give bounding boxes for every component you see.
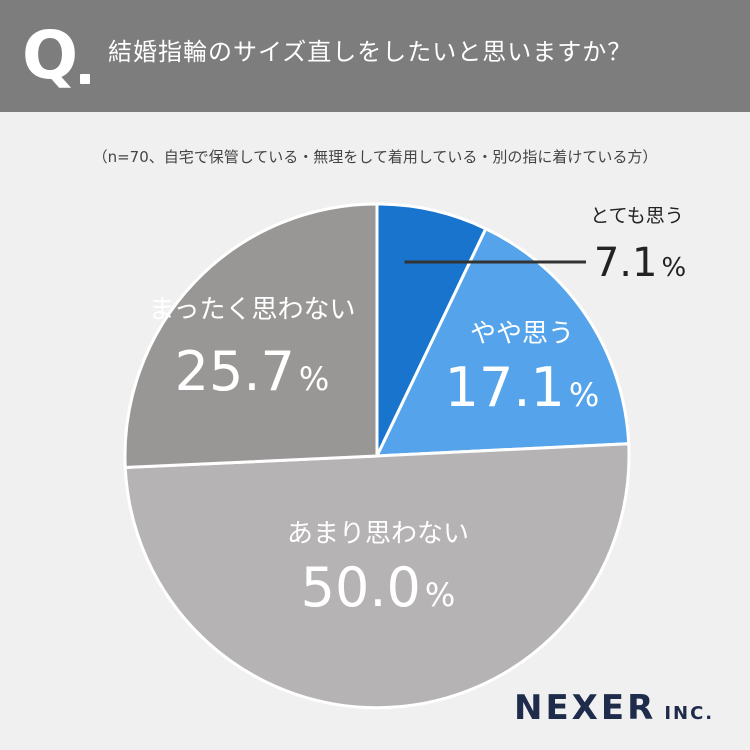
q-mark: Q [22,17,78,94]
sample-note: （n=70、自宅で保管している・無理をして着用している・別の指に着けている方） [92,148,658,166]
slice-somewhat-agree [374,226,631,458]
question-text: 結婚指輪のサイズ直しをしたいと思いますか？ [108,38,633,66]
label-not-much: あまり思わない [287,519,469,549]
slice-not-much [123,442,631,710]
value-not-much: 50.0% [301,556,456,619]
value-strongly-agree: 7.1% [594,240,686,286]
header-bar: Q 結婚指輪のサイズ直しをしたいと思いますか？ [0,0,750,112]
label-somewhat-agree: やや思う [470,319,574,349]
brand-suffix: INC. [664,703,715,724]
brand-logo: NEXER INC. [514,686,714,736]
value-not-at-all: 25.7% [175,340,330,403]
value-somewhat-agree: 17.1% [445,356,600,419]
slice-strongly-agree [375,202,488,457]
label-not-at-all: まったく思わない [149,295,356,325]
q-dot [80,74,90,84]
label-strongly-agree: とても思う [590,205,683,227]
slice-not-at-all [123,202,379,470]
brand-name: NEXER [514,688,657,728]
